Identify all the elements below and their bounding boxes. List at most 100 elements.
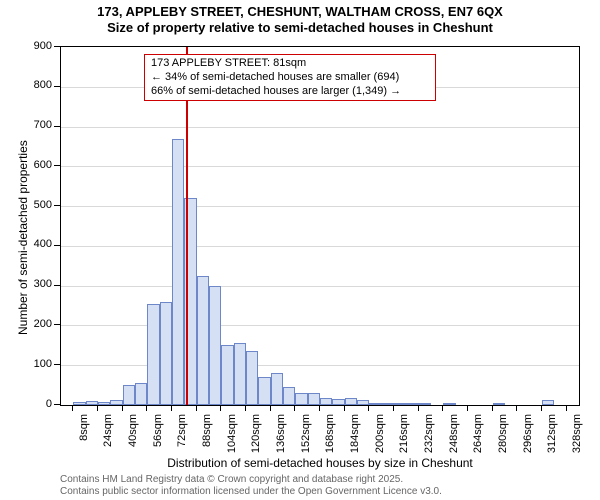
y-tick-label: 800 (34, 79, 52, 91)
y-tick (54, 165, 60, 166)
gridline-h (61, 246, 579, 247)
x-tick (146, 405, 147, 411)
x-tick (122, 405, 123, 411)
x-tick-label: 136sqm (275, 414, 287, 453)
histogram-bar (369, 403, 381, 405)
histogram-bar (234, 343, 246, 405)
x-tick (541, 405, 542, 411)
title-line-2: Size of property relative to semi-detach… (0, 20, 600, 36)
x-tick-label: 104sqm (226, 414, 238, 453)
x-tick-label: 88sqm (201, 414, 213, 447)
title-line-1: 173, APPLEBY STREET, CHESHUNT, WALTHAM C… (0, 4, 600, 20)
histogram-bar (345, 398, 357, 405)
x-tick (344, 405, 345, 411)
x-tick (72, 405, 73, 411)
chart-title: 173, APPLEBY STREET, CHESHUNT, WALTHAM C… (0, 4, 600, 35)
histogram-bar (493, 403, 505, 405)
footer-line-2: Contains public sector information licen… (60, 486, 442, 498)
y-tick-label: 300 (34, 278, 52, 290)
gridline-h (61, 127, 579, 128)
annotation-box: 173 APPLEBY STREET: 81sqm← 34% of semi-d… (144, 54, 436, 101)
footer-attribution: Contains HM Land Registry data © Crown c… (60, 474, 442, 498)
histogram-bar (258, 377, 270, 405)
x-tick-label: 264sqm (473, 414, 485, 453)
x-tick (196, 405, 197, 411)
x-tick (220, 405, 221, 411)
y-axis-label: Number of semi-detached properties (16, 140, 30, 335)
histogram-bar (246, 351, 258, 405)
x-tick-label: 24sqm (103, 414, 115, 447)
y-tick-label: 900 (34, 40, 52, 52)
footer-line-1: Contains HM Land Registry data © Crown c… (60, 474, 442, 486)
x-tick (368, 405, 369, 411)
y-tick (54, 285, 60, 286)
x-tick-label: 232sqm (423, 414, 435, 453)
x-tick-label: 168sqm (325, 414, 337, 453)
histogram-bar (308, 393, 320, 405)
histogram-bar (394, 403, 406, 405)
x-tick (566, 405, 567, 411)
gridline-h (61, 166, 579, 167)
histogram-bar (197, 276, 209, 405)
x-tick-label: 56sqm (152, 414, 164, 447)
histogram-bar (542, 400, 554, 405)
x-tick (97, 405, 98, 411)
x-tick (393, 405, 394, 411)
y-tick-label: 700 (34, 119, 52, 131)
gridline-h (61, 206, 579, 207)
y-tick (54, 126, 60, 127)
x-tick (245, 405, 246, 411)
x-tick-label: 152sqm (300, 414, 312, 453)
histogram-bar (160, 302, 172, 405)
histogram-bar (295, 393, 307, 405)
histogram-bar (135, 383, 147, 405)
x-axis-label: Distribution of semi-detached houses by … (60, 456, 580, 470)
histogram-bar (271, 373, 283, 405)
histogram-bar (147, 304, 159, 405)
x-tick-label: 8sqm (78, 414, 90, 441)
x-tick (492, 405, 493, 411)
plot-area: 173 APPLEBY STREET: 81sqm← 34% of semi-d… (60, 46, 580, 406)
annotation-line: ← 34% of semi-detached houses are smalle… (151, 71, 429, 85)
x-tick (418, 405, 419, 411)
annotation-line: 66% of semi-detached houses are larger (… (151, 85, 429, 99)
x-tick-label: 40sqm (127, 414, 139, 447)
histogram-bar (209, 286, 221, 405)
histogram-bar (221, 345, 233, 405)
x-tick-label: 184sqm (349, 414, 361, 453)
y-tick-label: 500 (34, 199, 52, 211)
histogram-bar (320, 398, 332, 405)
y-tick-label: 0 (46, 398, 52, 410)
x-tick (467, 405, 468, 411)
x-tick-label: 248sqm (448, 414, 460, 453)
annotation-line: 173 APPLEBY STREET: 81sqm (151, 57, 429, 71)
x-tick (516, 405, 517, 411)
histogram-bar (443, 403, 455, 405)
x-tick (319, 405, 320, 411)
y-tick-label: 200 (34, 318, 52, 330)
x-tick-label: 328sqm (571, 414, 583, 453)
gridline-h (61, 286, 579, 287)
histogram-bar (283, 387, 295, 405)
x-tick (171, 405, 172, 411)
y-tick (54, 364, 60, 365)
x-tick-label: 72sqm (177, 414, 189, 447)
histogram-bar (419, 403, 431, 405)
y-tick (54, 86, 60, 87)
x-tick-label: 120sqm (251, 414, 263, 453)
gridline-h (61, 365, 579, 366)
x-tick-label: 216sqm (399, 414, 411, 453)
x-tick (270, 405, 271, 411)
histogram-bar (172, 139, 184, 406)
y-tick-label: 600 (34, 159, 52, 171)
y-tick (54, 46, 60, 47)
x-tick-label: 200sqm (374, 414, 386, 453)
y-tick (54, 245, 60, 246)
histogram-bar (73, 402, 85, 405)
x-tick-label: 280sqm (497, 414, 509, 453)
y-tick (54, 404, 60, 405)
y-tick-label: 100 (34, 358, 52, 370)
y-tick (54, 205, 60, 206)
histogram-bar (98, 402, 110, 405)
y-tick (54, 324, 60, 325)
